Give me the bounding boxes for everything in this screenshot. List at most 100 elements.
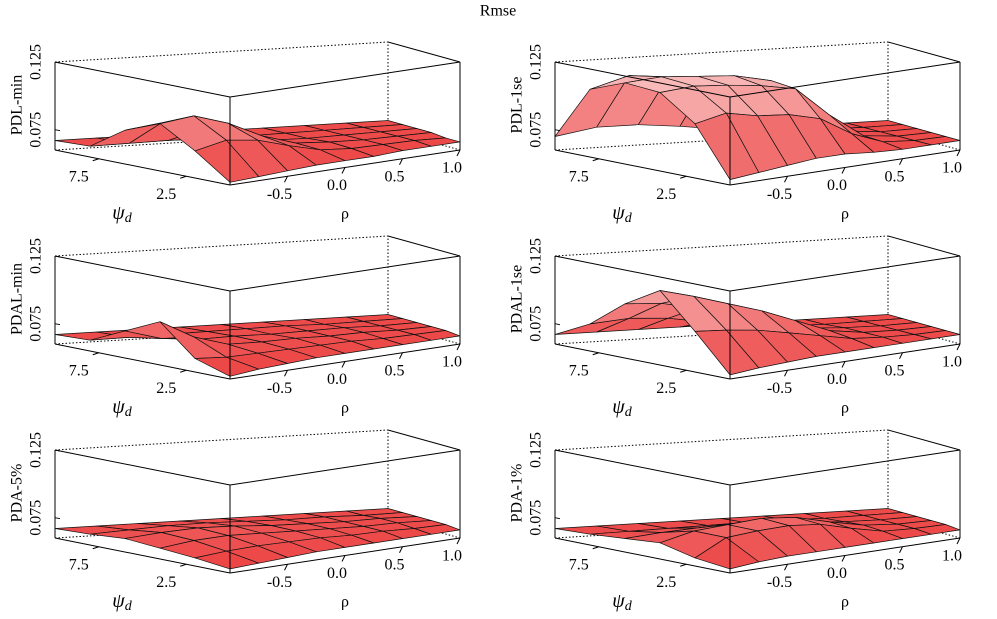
x-tick-label: 1.0 xyxy=(442,548,462,565)
y-axis-symbol: ψ xyxy=(612,202,625,224)
surface-cell xyxy=(694,112,760,180)
box-edge xyxy=(54,235,389,257)
floor-edge xyxy=(54,343,231,380)
box-edge xyxy=(554,449,731,486)
y-tick-label: 7.5 xyxy=(569,168,589,185)
y-axis-symbol: ψ xyxy=(612,396,625,418)
z-tick-label: 0.075 xyxy=(528,500,545,536)
y-axis-subscript: d xyxy=(625,405,633,420)
y-tick-label: 7.5 xyxy=(569,556,589,573)
x-tick xyxy=(841,555,846,562)
figure-title: Rmse xyxy=(480,3,516,20)
y-axis-subscript: d xyxy=(625,211,633,226)
x-tick-label: -0.5 xyxy=(767,186,792,203)
y-tick-label: 7.5 xyxy=(69,362,89,379)
y-axis-label: ψd xyxy=(112,590,132,615)
z-tick-label: 0.075 xyxy=(28,500,45,536)
x-tick-label: 1.0 xyxy=(442,354,462,371)
surface-cell xyxy=(194,550,260,570)
x-tick-label: -0.5 xyxy=(267,574,292,591)
box-edge xyxy=(229,255,461,292)
x-tick xyxy=(956,343,961,351)
y-tick xyxy=(92,546,99,550)
box-edge xyxy=(54,429,389,451)
x-tick xyxy=(956,537,961,545)
x-tick-label: 0.5 xyxy=(885,362,905,379)
z-tick xyxy=(54,61,61,64)
x-tick xyxy=(284,370,288,377)
y-tick xyxy=(180,369,187,373)
y-tick-label: 2.5 xyxy=(156,186,176,203)
z-tick xyxy=(554,323,561,326)
floor-edge xyxy=(554,537,731,574)
y-tick-label: 2.5 xyxy=(656,380,676,397)
x-axis-label: ρ xyxy=(841,400,849,417)
y-tick-label: 7.5 xyxy=(69,556,89,573)
z-tick xyxy=(54,517,61,520)
y-tick xyxy=(680,563,687,567)
z-tick-label: 0.125 xyxy=(28,44,45,80)
z-tick-label: 0.125 xyxy=(528,44,545,80)
y-axis-subscript: d xyxy=(125,405,133,420)
box-edge xyxy=(554,235,889,257)
x-tick xyxy=(399,158,403,165)
box-edge xyxy=(887,235,961,257)
y-tick-label: 2.5 xyxy=(156,380,176,397)
box-edge xyxy=(729,449,961,486)
box-edge xyxy=(554,255,731,292)
z-tick-label: 0.075 xyxy=(528,112,545,148)
surface-cell xyxy=(694,537,760,570)
y-tick-label: 2.5 xyxy=(156,574,176,591)
x-tick-label: 0.0 xyxy=(327,371,347,388)
z-tick xyxy=(554,449,561,452)
box-edge xyxy=(54,449,231,486)
box-edge xyxy=(229,449,461,486)
box-edge xyxy=(387,429,461,451)
floor-edge xyxy=(54,149,231,186)
box-edge xyxy=(554,61,731,98)
x-tick-label: 0.5 xyxy=(885,168,905,185)
box-edge xyxy=(229,61,461,98)
z-axis-label: PDA-5% xyxy=(9,464,26,523)
x-tick-label: -0.5 xyxy=(267,380,292,397)
z-tick xyxy=(54,449,61,452)
x-tick xyxy=(899,352,903,359)
y-tick xyxy=(92,158,99,162)
x-tick-label: 0.0 xyxy=(327,565,347,582)
x-tick xyxy=(784,370,788,377)
z-axis-label: PDL-min xyxy=(9,75,26,135)
box-edge xyxy=(729,61,961,98)
box-edge xyxy=(887,41,961,63)
box-edge xyxy=(387,235,461,257)
x-tick xyxy=(399,546,403,553)
box-edge xyxy=(54,41,389,63)
x-tick-label: -0.5 xyxy=(267,186,292,203)
y-axis-label: ψd xyxy=(612,202,632,227)
x-tick xyxy=(284,564,288,571)
y-axis-symbol: ψ xyxy=(112,396,125,418)
x-tick xyxy=(456,149,461,157)
y-axis-label: ψd xyxy=(112,396,132,421)
x-tick xyxy=(841,361,846,368)
x-tick xyxy=(841,167,846,174)
z-tick xyxy=(54,255,61,258)
z-tick-label: 0.125 xyxy=(28,238,45,274)
y-tick-label: 2.5 xyxy=(656,186,676,203)
y-axis-symbol: ψ xyxy=(612,590,625,612)
x-tick xyxy=(341,555,346,562)
z-tick-label: 0.075 xyxy=(28,112,45,148)
x-tick xyxy=(456,537,461,545)
x-tick xyxy=(956,149,961,157)
y-tick xyxy=(680,175,687,179)
y-tick xyxy=(180,563,187,567)
surface-cell xyxy=(194,356,260,377)
y-tick xyxy=(92,352,99,356)
z-tick xyxy=(554,517,561,520)
box-edge xyxy=(387,41,461,63)
